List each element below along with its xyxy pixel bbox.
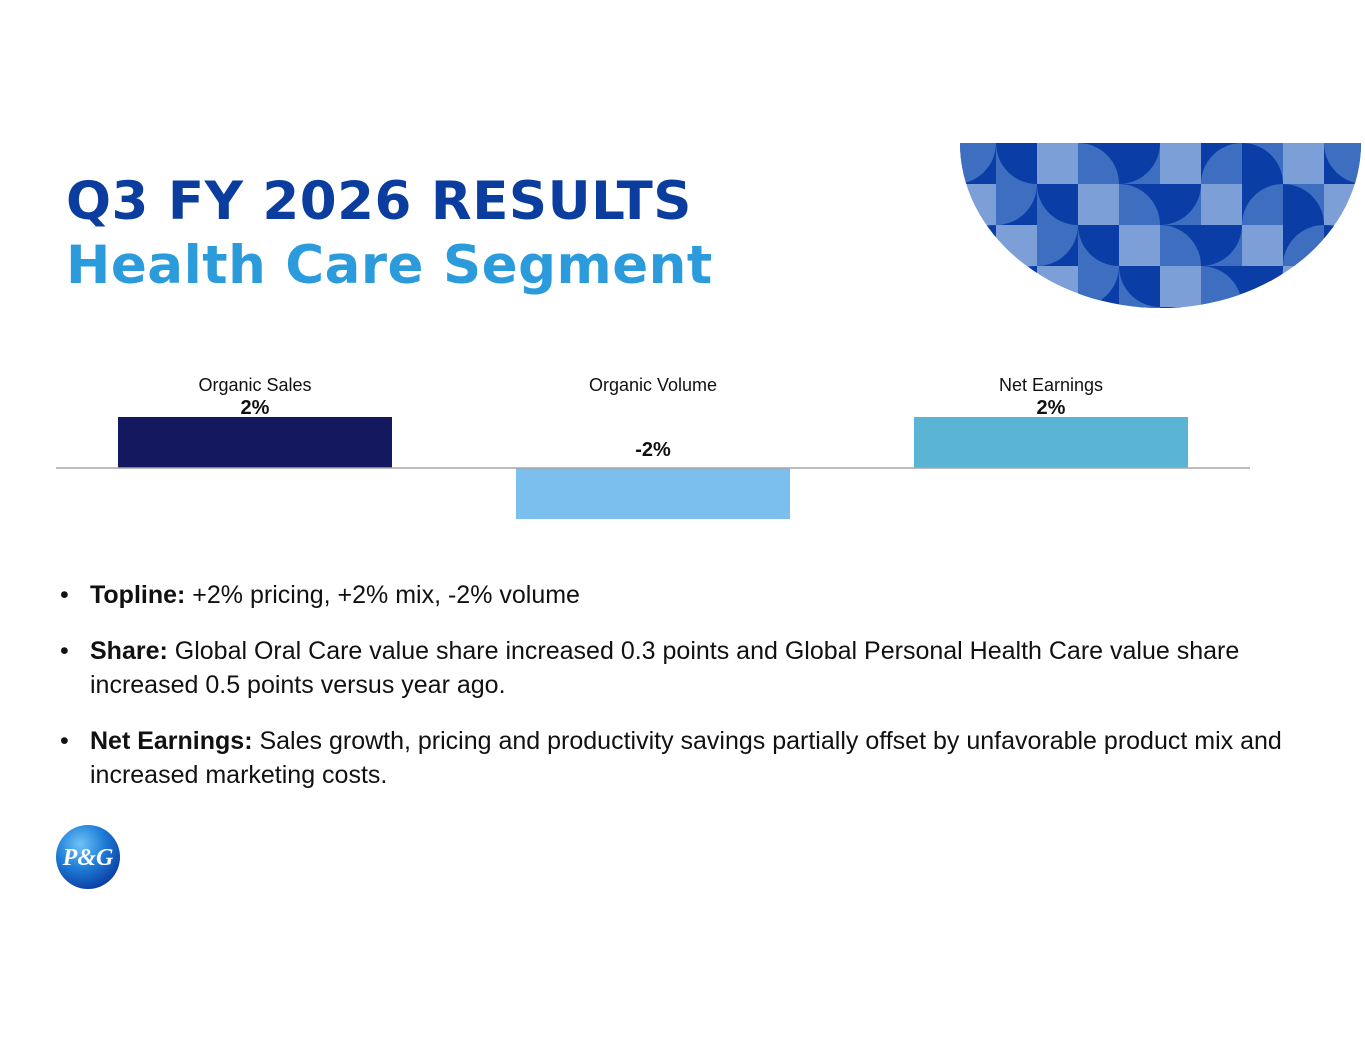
bullet-net-earnings: • Net Earnings: Sales growth, pricing an…: [60, 724, 1350, 792]
category-label: Organic Sales: [198, 375, 311, 395]
svg-text:P&G: P&G: [62, 845, 114, 871]
pg-logo-icon: P&G: [56, 825, 120, 889]
bar-organic-sales: [118, 417, 392, 468]
value-label: 2%: [1037, 397, 1066, 419]
value-label: 2%: [241, 397, 270, 419]
half-circle-pattern-icon: [960, 143, 1361, 308]
bullet-share: • Share: Global Oral Care value share in…: [60, 634, 1350, 702]
bar-organic-volume: [516, 468, 790, 519]
category-label: Organic Volume: [589, 375, 717, 395]
category-label: Net Earnings: [999, 375, 1103, 395]
bullet-label: Net Earnings:: [90, 727, 253, 755]
page-title: Q3 FY 2026 RESULTS: [66, 171, 692, 232]
title-block: Q3 FY 2026 RESULTS Health Care Segment: [66, 170, 713, 298]
bullet-text: Global Oral Care value share increased 0…: [90, 637, 1240, 699]
bullet-dot: •: [60, 637, 69, 665]
bullet-text: +2% pricing, +2% mix, -2% volume: [185, 581, 580, 609]
bullet-label: Topline:: [90, 581, 186, 609]
bullet-label: Share:: [90, 637, 168, 665]
bullet-dot: •: [60, 727, 69, 755]
bullet-topline: • Topline: +2% pricing, +2% mix, -2% vol…: [60, 578, 1350, 612]
bullet-list: • Topline: +2% pricing, +2% mix, -2% vol…: [60, 578, 1350, 814]
value-label: -2%: [635, 439, 671, 461]
page-subtitle: Health Care Segment: [66, 235, 713, 296]
bullet-text: Sales growth, pricing and productivity s…: [90, 727, 1282, 789]
bullet-dot: •: [60, 581, 69, 609]
bar-net-earnings: [914, 417, 1188, 468]
